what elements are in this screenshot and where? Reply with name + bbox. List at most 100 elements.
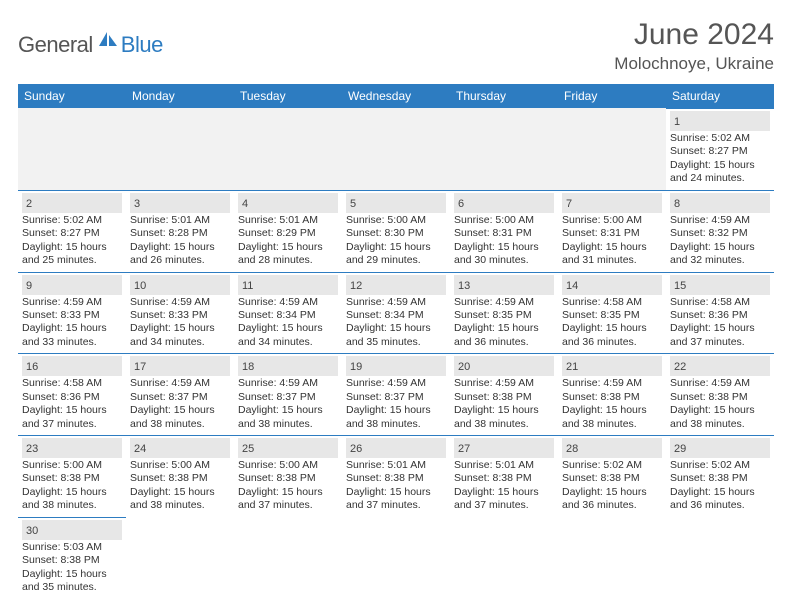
day-details: Sunrise: 4:58 AMSunset: 8:36 PMDaylight:…	[22, 376, 122, 431]
calendar-blank-cell	[342, 517, 450, 599]
day-number: 8	[674, 198, 680, 210]
day-details: Sunrise: 5:01 AMSunset: 8:29 PMDaylight:…	[238, 213, 338, 268]
calendar-cell: 18 Sunrise: 4:59 AMSunset: 8:37 PMDayligh…	[234, 353, 342, 435]
weekday-header: Monday	[126, 84, 234, 108]
day-number: 25	[242, 443, 254, 455]
month-title: June 2024	[614, 18, 774, 52]
day-details: Sunrise: 5:00 AMSunset: 8:30 PMDaylight:…	[346, 213, 446, 268]
day-number: 24	[134, 443, 146, 455]
day-number: 28	[566, 443, 578, 455]
day-details: Sunrise: 5:00 AMSunset: 8:38 PMDaylight:…	[22, 458, 122, 513]
brand-text-general: General	[18, 32, 93, 58]
day-details: Sunrise: 4:59 AMSunset: 8:38 PMDaylight:…	[562, 376, 662, 431]
calendar-cell: 24Sunrise: 5:00 AMSunset: 8:38 PMDayligh…	[126, 435, 234, 517]
calendar-cell: 28 Sunrise: 5:02 AMSunset: 8:38 PMDayligh…	[558, 435, 666, 517]
day-number: 9	[26, 280, 32, 292]
sail-icon	[97, 30, 119, 53]
day-number: 16	[26, 361, 38, 373]
day-details: Sunrise: 4:59 AMSunset: 8:37 PMDaylight:…	[238, 376, 338, 431]
day-number: 30	[26, 525, 38, 537]
calendar-body: 1Sunrise: 5:02 AMSunset: 8:27 PMDaylight…	[18, 108, 774, 599]
day-number: 3	[134, 198, 140, 210]
calendar-blank-cell	[234, 517, 342, 599]
day-details: Sunrise: 5:02 AMSunset: 8:27 PMDaylight:…	[22, 213, 122, 268]
day-details: Sunrise: 5:01 AMSunset: 8:28 PMDaylight:…	[130, 213, 230, 268]
day-details: Sunrise: 4:59 AMSunset: 8:37 PMDaylight:…	[346, 376, 446, 431]
calendar-blank-cell	[558, 108, 666, 190]
calendar-cell: 17 Sunrise: 4:59 AMSunset: 8:37 PMDayligh…	[126, 353, 234, 435]
calendar-cell: 2Sunrise: 5:02 AMSunset: 8:27 PMDaylight…	[18, 190, 126, 272]
calendar-blank-cell	[126, 517, 234, 599]
day-number: 6	[458, 198, 464, 210]
day-number: 21	[566, 361, 578, 373]
calendar-blank-cell	[450, 517, 558, 599]
day-number: 5	[350, 198, 356, 210]
day-number: 15	[674, 280, 686, 292]
calendar-cell: 26 Sunrise: 5:01 AMSunset: 8:38 PMDayligh…	[342, 435, 450, 517]
day-details: Sunrise: 5:02 AMSunset: 8:27 PMDaylight:…	[670, 131, 770, 186]
day-details: Sunrise: 5:03 AMSunset: 8:38 PMDaylight:…	[22, 540, 122, 595]
weekday-header: Wednesday	[342, 84, 450, 108]
calendar-blank-cell	[558, 517, 666, 599]
day-details: Sunrise: 4:59 AMSunset: 8:32 PMDaylight:…	[670, 213, 770, 268]
calendar-blank-cell	[666, 517, 774, 599]
weekday-header: Tuesday	[234, 84, 342, 108]
day-details: Sunrise: 4:58 AMSunset: 8:36 PMDaylight:…	[670, 295, 770, 350]
calendar-cell: 4 Sunrise: 5:01 AMSunset: 8:29 PMDaylight…	[234, 190, 342, 272]
calendar-cell: 23Sunrise: 5:00 AMSunset: 8:38 PMDayligh…	[18, 435, 126, 517]
calendar-cell: 12 Sunrise: 4:59 AMSunset: 8:34 PMDayligh…	[342, 272, 450, 354]
day-details: Sunrise: 5:02 AMSunset: 8:38 PMDaylight:…	[562, 458, 662, 513]
calendar-cell: 5 Sunrise: 5:00 AMSunset: 8:30 PMDaylight…	[342, 190, 450, 272]
calendar-table: SundayMondayTuesdayWednesdayThursdayFrid…	[18, 84, 774, 599]
day-details: Sunrise: 4:59 AMSunset: 8:34 PMDaylight:…	[346, 295, 446, 350]
day-number: 20	[458, 361, 470, 373]
day-number: 12	[350, 280, 362, 292]
weekday-header: Thursday	[450, 84, 558, 108]
weekday-header: Friday	[558, 84, 666, 108]
day-number: 18	[242, 361, 254, 373]
day-details: Sunrise: 4:58 AMSunset: 8:35 PMDaylight:…	[562, 295, 662, 350]
calendar-cell: 27Sunrise: 5:01 AMSunset: 8:38 PMDayligh…	[450, 435, 558, 517]
day-details: Sunrise: 4:59 AMSunset: 8:33 PMDaylight:…	[130, 295, 230, 350]
calendar-cell: 25 Sunrise: 5:00 AMSunset: 8:38 PMDayligh…	[234, 435, 342, 517]
day-number: 13	[458, 280, 470, 292]
day-number: 4	[242, 198, 248, 210]
day-details: Sunrise: 4:59 AMSunset: 8:37 PMDaylight:…	[130, 376, 230, 431]
location: Molochnoye, Ukraine	[614, 54, 774, 74]
day-number: 14	[566, 280, 578, 292]
day-number: 19	[350, 361, 362, 373]
weekday-header-row: SundayMondayTuesdayWednesdayThursdayFrid…	[18, 84, 774, 108]
day-details: Sunrise: 4:59 AMSunset: 8:34 PMDaylight:…	[238, 295, 338, 350]
day-number: 26	[350, 443, 362, 455]
calendar-cell: 22Sunrise: 4:59 AMSunset: 8:38 PMDayligh…	[666, 353, 774, 435]
weekday-header: Sunday	[18, 84, 126, 108]
calendar-cell: 1Sunrise: 5:02 AMSunset: 8:27 PMDaylight…	[666, 108, 774, 190]
calendar-cell: 9Sunrise: 4:59 AMSunset: 8:33 PMDaylight…	[18, 272, 126, 354]
day-details: Sunrise: 5:01 AMSunset: 8:38 PMDaylight:…	[454, 458, 554, 513]
day-details: Sunrise: 5:00 AMSunset: 8:38 PMDaylight:…	[238, 458, 338, 513]
day-number: 22	[674, 361, 686, 373]
calendar-cell: 13 Sunrise: 4:59 AMSunset: 8:35 PMDayligh…	[450, 272, 558, 354]
calendar-blank-cell	[18, 108, 126, 190]
day-details: Sunrise: 5:01 AMSunset: 8:38 PMDaylight:…	[346, 458, 446, 513]
calendar-blank-cell	[450, 108, 558, 190]
calendar-blank-cell	[126, 108, 234, 190]
calendar-cell: 19 Sunrise: 4:59 AMSunset: 8:37 PMDayligh…	[342, 353, 450, 435]
calendar-cell: 30 Sunrise: 5:03 AMSunset: 8:38 PMDayligh…	[18, 517, 126, 599]
calendar-cell: 3 Sunrise: 5:01 AMSunset: 8:28 PMDaylight…	[126, 190, 234, 272]
calendar-blank-cell	[234, 108, 342, 190]
day-number: 29	[674, 443, 686, 455]
calendar-cell: 7 Sunrise: 5:00 AMSunset: 8:31 PMDaylight…	[558, 190, 666, 272]
calendar-cell: 15 Sunrise: 4:58 AMSunset: 8:36 PMDayligh…	[666, 272, 774, 354]
day-details: Sunrise: 5:00 AMSunset: 8:31 PMDaylight:…	[562, 213, 662, 268]
calendar-cell: 16 Sunrise: 4:58 AMSunset: 8:36 PMDayligh…	[18, 353, 126, 435]
calendar-cell: 21 Sunrise: 4:59 AMSunset: 8:38 PMDayligh…	[558, 353, 666, 435]
day-number: 7	[566, 198, 572, 210]
day-details: Sunrise: 4:59 AMSunset: 8:35 PMDaylight:…	[454, 295, 554, 350]
calendar-blank-cell	[342, 108, 450, 190]
calendar-cell: 10Sunrise: 4:59 AMSunset: 8:33 PMDayligh…	[126, 272, 234, 354]
header: General Blue June 2024 Molochnoye, Ukrai…	[18, 18, 774, 74]
day-number: 17	[134, 361, 146, 373]
calendar-cell: 6Sunrise: 5:00 AMSunset: 8:31 PMDaylight…	[450, 190, 558, 272]
calendar-cell: 11Sunrise: 4:59 AMSunset: 8:34 PMDayligh…	[234, 272, 342, 354]
